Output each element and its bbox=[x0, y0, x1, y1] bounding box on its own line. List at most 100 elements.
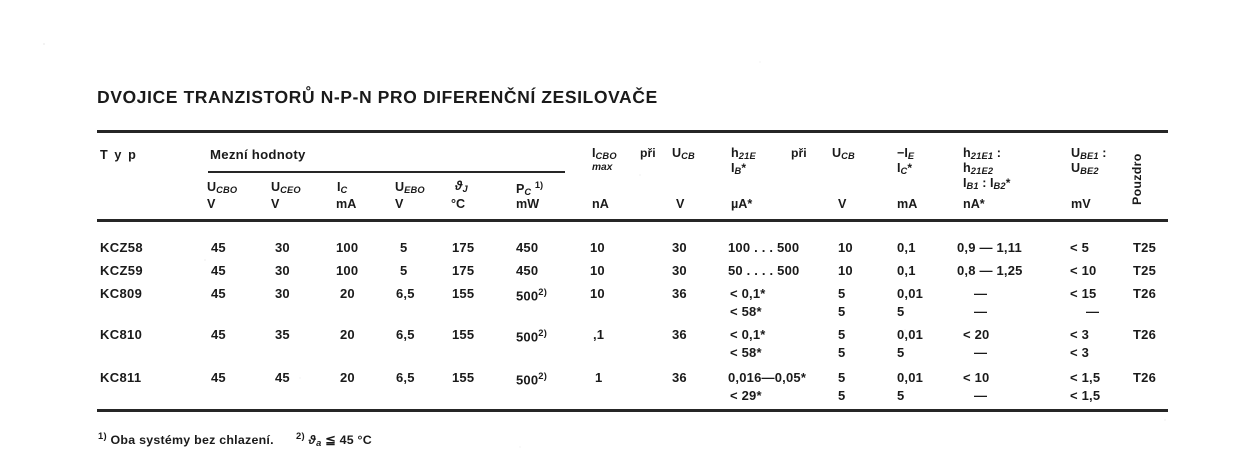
column-header-theta-j: ϑJ bbox=[455, 179, 468, 194]
cell-ucb2-line2: 5 bbox=[838, 345, 846, 360]
column-group-limit-values: Mezní hodnoty bbox=[210, 147, 306, 162]
column-unit-pc: mW bbox=[516, 197, 540, 211]
cell-uebo: 5 bbox=[400, 263, 408, 278]
column-header-ucb-2: UCB bbox=[832, 146, 855, 161]
cell-icbo: 10 bbox=[590, 286, 605, 301]
cell-pc: 5002) bbox=[516, 286, 547, 303]
column-header-ucb-1: UCB bbox=[672, 146, 695, 161]
cell-ucb1: 36 bbox=[672, 327, 687, 342]
cell-uebo: 6,5 bbox=[396, 286, 415, 301]
cell-hratio-line2: — bbox=[974, 345, 988, 360]
column-header-ube2: UBE2 bbox=[1071, 161, 1099, 176]
page-title: DVOJICE TRANZISTORŮ N-P-N PRO DIFERENČNÍ… bbox=[96, 87, 658, 107]
column-header-icbo-max: max bbox=[592, 162, 613, 173]
column-unit-theta-j: °C bbox=[451, 197, 466, 211]
cell-theta: 155 bbox=[452, 370, 475, 385]
cell-hratio-line2: — bbox=[974, 304, 988, 319]
cell-pc: 450 bbox=[516, 240, 539, 255]
column-header-ib-ratio: IB1 : IB2* bbox=[963, 176, 1011, 191]
column-header-ucbo: UCBO bbox=[207, 180, 238, 195]
column-header-h21e: h21E bbox=[731, 146, 756, 161]
cell-ube-line2: < 1,5 bbox=[1070, 388, 1101, 403]
column-header-minus-ie: −IE bbox=[897, 146, 915, 161]
cell-theta: 155 bbox=[452, 327, 475, 342]
cell-hratio: 0,8 — 1,25 bbox=[957, 263, 1023, 278]
column-header-ib: IB* bbox=[731, 161, 747, 176]
column-unit-h21e: µA* bbox=[731, 197, 753, 211]
cell-ucbo: 45 bbox=[211, 263, 226, 278]
cell-pc-note: 2) bbox=[538, 286, 548, 297]
cell-uceo: 35 bbox=[275, 327, 290, 342]
cell-theta: 175 bbox=[452, 263, 475, 278]
cell-ucbo: 45 bbox=[211, 286, 226, 301]
cell-hratio: 0,9 — 1,11 bbox=[957, 240, 1022, 255]
cell-theta: 155 bbox=[452, 286, 475, 301]
cell-pc: 450 bbox=[516, 263, 539, 278]
cell-package: T26 bbox=[1133, 370, 1157, 385]
cell-h21e-line2: < 58* bbox=[730, 345, 762, 360]
cell-ucb2: 5 bbox=[838, 370, 846, 385]
column-header-uceo: UCEO bbox=[271, 180, 301, 195]
table-row: KCZ58 bbox=[100, 240, 143, 255]
column-header-h21e2: h21E2 bbox=[963, 161, 994, 176]
cell-ucb1: 30 bbox=[672, 240, 687, 255]
column-unit-uceo: V bbox=[271, 197, 280, 211]
cell-icbo: 1 bbox=[595, 370, 603, 385]
cell-ucb2: 10 bbox=[838, 240, 853, 255]
footnote-2-marker: 2) bbox=[296, 430, 305, 441]
cell-uceo: 30 bbox=[275, 240, 290, 255]
column-unit-icbo: nA bbox=[592, 197, 609, 211]
cell-uceo: 30 bbox=[275, 286, 290, 301]
column-unit-uebo: V bbox=[395, 197, 404, 211]
cell-uceo: 30 bbox=[275, 263, 290, 278]
cell-icbo: 10 bbox=[590, 263, 605, 278]
table-bottom-rule bbox=[97, 409, 1168, 412]
cell-ucb2-line2: 5 bbox=[838, 304, 846, 319]
cell-pc: 5002) bbox=[516, 327, 547, 344]
cell-ucb2: 10 bbox=[838, 263, 853, 278]
cell-ucb2: 5 bbox=[838, 286, 846, 301]
table-header-rule bbox=[97, 219, 1168, 222]
cell-ie-line2: 5 bbox=[897, 388, 905, 403]
cell-hratio-line2: — bbox=[974, 388, 988, 403]
cell-ucbo: 45 bbox=[211, 370, 226, 385]
column-header-package: Pouzdro bbox=[1130, 153, 1144, 205]
column-header-type: T y p bbox=[100, 148, 138, 162]
table-row: KC811 bbox=[100, 370, 142, 385]
column-unit-ucb-1: V bbox=[676, 197, 685, 211]
table-row: KCZ59 bbox=[100, 263, 143, 278]
column-header-pri-1: při bbox=[640, 146, 656, 160]
footnote-2: 2) ϑa ≦ 45 °C bbox=[296, 430, 372, 449]
cell-ic: 20 bbox=[340, 327, 355, 342]
cell-package: T25 bbox=[1133, 240, 1157, 255]
cell-uceo: 45 bbox=[275, 370, 290, 385]
column-unit-ie: mA bbox=[897, 197, 918, 211]
cell-package: T26 bbox=[1133, 286, 1157, 301]
cell-pc-value: 500 bbox=[516, 288, 539, 304]
footnote-1-text: Oba systémy bez chlazení. bbox=[110, 433, 274, 448]
cell-ic: 20 bbox=[340, 370, 355, 385]
cell-ie: 0,01 bbox=[897, 370, 924, 385]
cell-h21e: 100 . . . 500 bbox=[728, 240, 800, 255]
cell-icbo: ,1 bbox=[593, 327, 605, 342]
table-row: KC809 bbox=[100, 286, 143, 301]
footnote-2-text: ϑa ≦ 45 °C bbox=[308, 433, 372, 449]
column-unit-ucb-2: V bbox=[838, 197, 847, 211]
cell-ucb2-line2: 5 bbox=[838, 388, 846, 403]
column-header-icbo: ICBO bbox=[592, 146, 617, 161]
cell-ube: < 10 bbox=[1070, 263, 1097, 278]
column-unit-ic: mA bbox=[336, 197, 357, 211]
cell-ie-line2: 5 bbox=[897, 345, 905, 360]
cell-theta: 175 bbox=[452, 240, 475, 255]
group-underline-rule bbox=[208, 171, 565, 173]
cell-h21e: < 0,1* bbox=[730, 286, 766, 301]
cell-pc: 5002) bbox=[516, 370, 547, 387]
cell-ucbo: 45 bbox=[211, 240, 226, 255]
column-unit-h21e-ratio: nA* bbox=[963, 197, 985, 211]
cell-hratio: < 20 bbox=[963, 327, 990, 342]
cell-ucb2: 5 bbox=[838, 327, 846, 342]
cell-h21e-line2: < 29* bbox=[730, 388, 762, 403]
column-header-ic: IC bbox=[337, 180, 348, 195]
column-header-ic-star: IC* bbox=[897, 161, 913, 176]
